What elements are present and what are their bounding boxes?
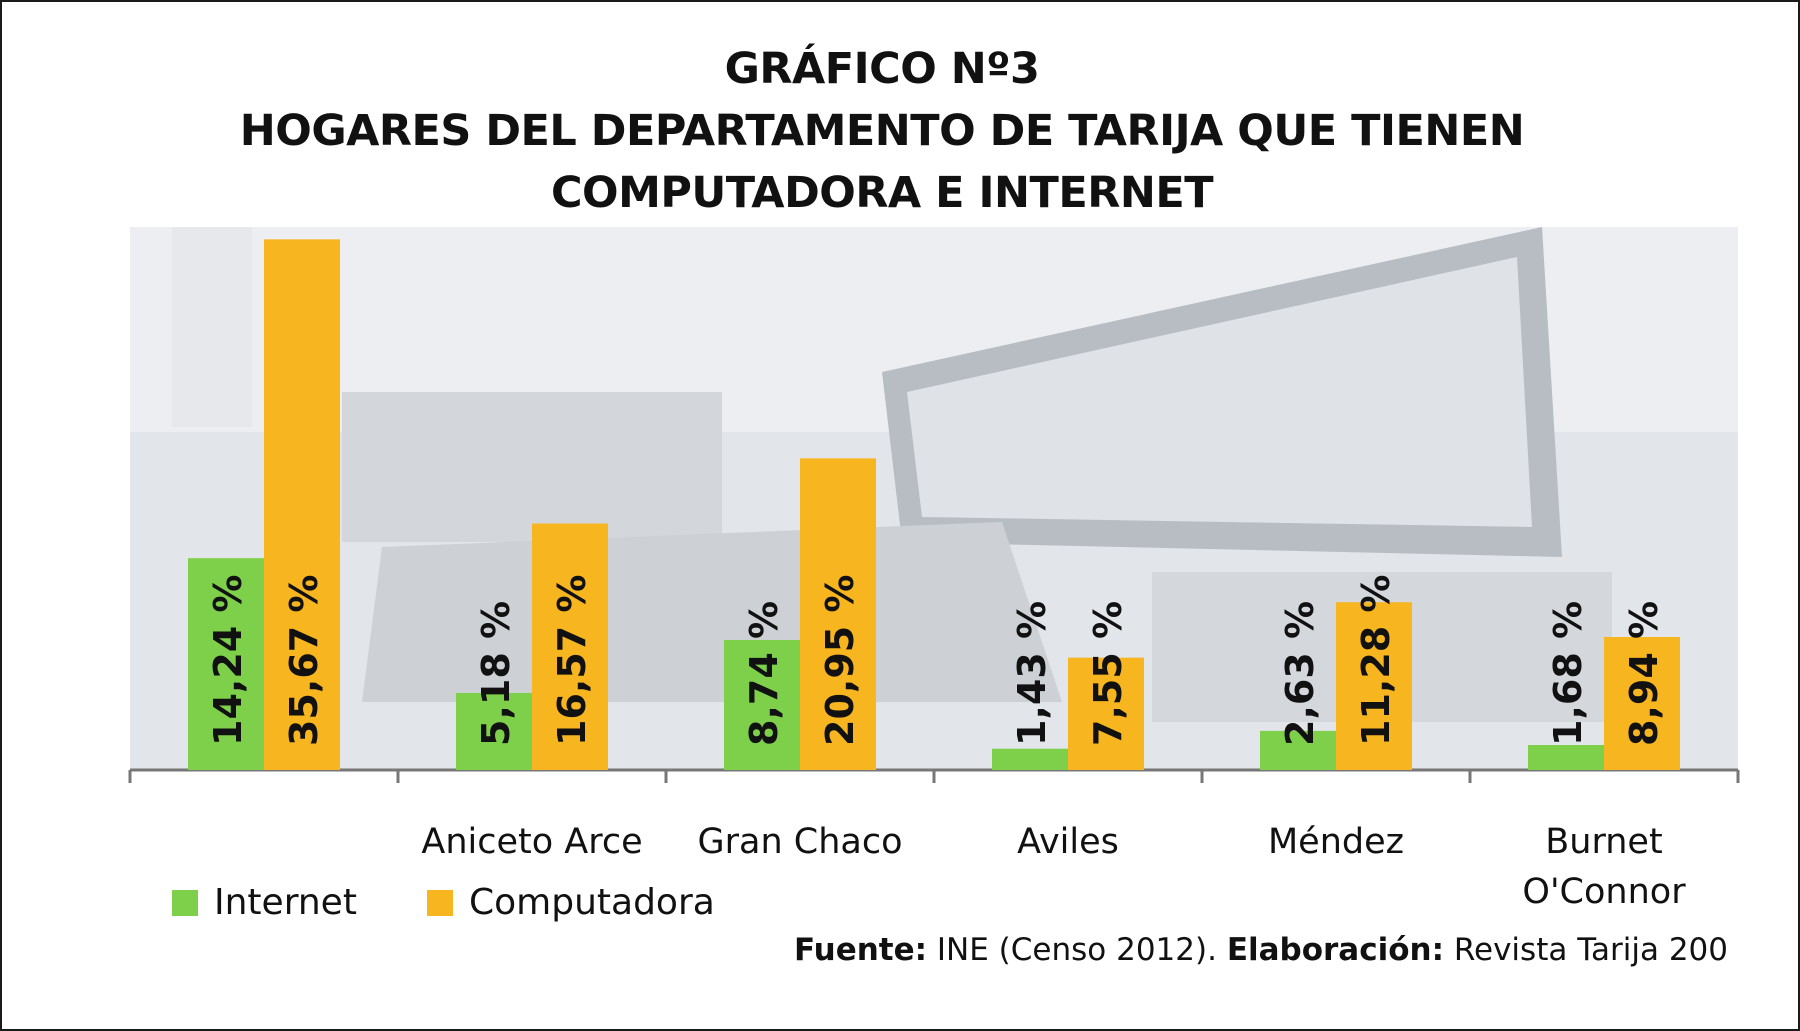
background-photo — [130, 227, 1738, 770]
data-label: 1,68 % — [1546, 601, 1590, 746]
series-internet: 14,24 % 5,18 % 8,74 % 1,43 % 2,63 % 1,68 % — [188, 558, 1604, 770]
data-label: 7,55 % — [1086, 601, 1130, 746]
bar-internet — [1260, 730, 1336, 770]
source-elaboracion-label: Elaboración: — [1226, 932, 1444, 968]
chart-title-line-3: COMPUTADORA E INTERNET — [550, 168, 1214, 218]
bar-internet — [1528, 745, 1604, 770]
bar-computadora — [1336, 602, 1412, 770]
chart-title-line-2: HOGARES DEL DEPARTAMENTO DE TARIJA QUE T… — [239, 106, 1525, 156]
background-printer — [342, 392, 722, 542]
chart-title-line-1: GRÁFICO Nº3 — [724, 44, 1040, 94]
data-label: 11,28 % — [1354, 574, 1398, 746]
bar-computadora — [1068, 657, 1144, 770]
bar-computadora — [264, 239, 340, 771]
bar-internet — [456, 692, 532, 770]
source-elaboracion-text: Revista Tarija 200 — [1453, 932, 1728, 968]
legend-item-internet: Internet — [172, 882, 357, 923]
data-label: 35,67 % — [282, 574, 326, 746]
background-keyboard — [362, 522, 1062, 702]
x-axis — [128, 768, 1740, 783]
bar-computadora — [800, 458, 876, 770]
category-label: Burnet O'Connor — [1522, 822, 1686, 912]
category-label: Gran Chaco — [697, 822, 903, 862]
source-note: Fuente: INE (Censo 2012). Elaboración: R… — [794, 932, 1728, 968]
bar-internet — [992, 748, 1068, 770]
data-label: 8,94 % — [1622, 601, 1666, 746]
legend-swatch-internet — [172, 889, 198, 916]
data-label: 8,74 % — [742, 601, 786, 746]
bar-computadora — [532, 523, 608, 770]
category-label: Méndez — [1267, 822, 1405, 862]
legend-label-computadora: Computadora — [469, 882, 715, 923]
data-label: 1,43 % — [1010, 601, 1054, 746]
background-window — [172, 227, 252, 427]
category-label: Aviles — [1017, 822, 1119, 862]
source-fuente-text: INE (Censo 2012). — [936, 932, 1217, 968]
data-label: 16,57 % — [550, 574, 594, 746]
legend-item-computadora: Computadora — [427, 882, 715, 923]
legend-swatch-computadora — [427, 889, 453, 916]
source-fuente-label: Fuente: — [794, 932, 928, 968]
legend-label-internet: Internet — [214, 882, 357, 923]
bar-internet — [724, 639, 800, 770]
series-computadora: 35,67 % 16,57 % 20,95 % 7,55 % 11,28 % 8,94 % — [264, 239, 1680, 771]
data-label: 2,63 % — [1278, 601, 1322, 746]
bar-internet — [188, 558, 264, 770]
data-label: 5,18 % — [474, 601, 518, 746]
data-label: 20,95 % — [818, 574, 862, 746]
bar-computadora — [1604, 637, 1680, 770]
data-label: 14,24 % — [206, 574, 250, 746]
background-monitor-screen — [907, 257, 1532, 527]
category-label: Aniceto Arce — [421, 822, 643, 862]
